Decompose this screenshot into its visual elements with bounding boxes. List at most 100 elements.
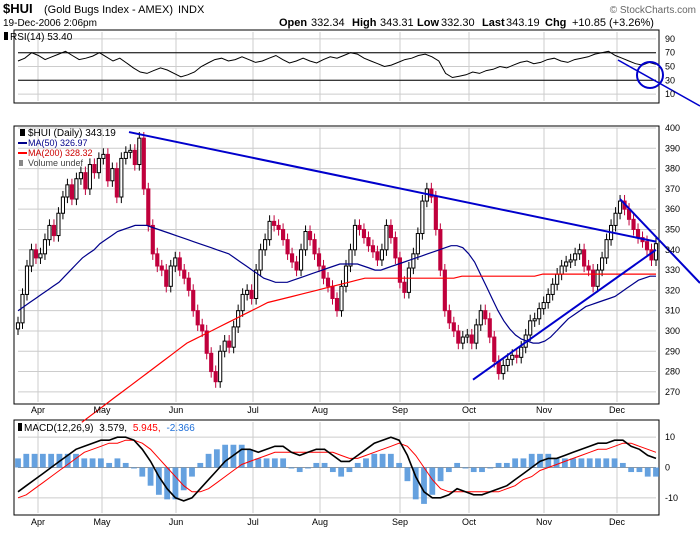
candle xyxy=(487,312,492,344)
candle xyxy=(582,243,587,273)
price-x-tick-jun: Jun xyxy=(169,405,184,415)
macd-histogram-bar xyxy=(363,458,369,468)
candle-body xyxy=(173,257,178,267)
candle-body xyxy=(272,220,277,226)
candle xyxy=(316,247,322,273)
candle xyxy=(245,284,250,301)
candle-body xyxy=(222,340,227,352)
macd-histogram-bar xyxy=(553,458,560,468)
candle-body xyxy=(644,241,650,251)
candle xyxy=(137,132,142,171)
macd-line xyxy=(17,436,657,502)
candle xyxy=(83,166,88,195)
candle-body xyxy=(191,289,196,312)
rsi-legend: RSI(14) 53.40 xyxy=(4,32,73,43)
macd-histogram-bar xyxy=(205,453,212,468)
candle-body xyxy=(119,157,124,198)
candle-body xyxy=(577,249,582,255)
trendline-3 xyxy=(619,198,700,284)
candle-body xyxy=(550,283,555,295)
ma200-line xyxy=(81,273,656,423)
candle-body xyxy=(15,322,21,330)
candle-body xyxy=(532,318,537,322)
macd-histogram-bar xyxy=(462,467,469,469)
candle xyxy=(92,158,97,179)
candle-body xyxy=(487,318,492,338)
candle-body xyxy=(492,336,497,362)
price-y-tick-320: 320 xyxy=(665,285,680,295)
macd-histogram-bar xyxy=(520,458,527,468)
candle xyxy=(281,223,286,246)
macd-histogram-bar xyxy=(147,467,154,486)
candle xyxy=(150,219,155,260)
macd-histogram-bar xyxy=(404,467,411,482)
candle xyxy=(568,253,573,269)
candle-body xyxy=(635,228,641,239)
candle xyxy=(591,263,596,293)
candle xyxy=(550,278,555,301)
candle-body xyxy=(65,184,70,198)
candle-body xyxy=(218,350,223,383)
candle xyxy=(600,251,605,277)
candle xyxy=(78,166,83,185)
candle xyxy=(379,243,385,267)
macd-histogram-bar xyxy=(131,467,137,469)
macd-histogram-bar xyxy=(628,467,635,473)
candle xyxy=(564,255,569,273)
candle-body xyxy=(402,281,407,293)
macd-x-tick-oct: Oct xyxy=(462,517,477,527)
candle-body xyxy=(586,265,591,271)
candle-body xyxy=(555,273,560,285)
candle xyxy=(87,158,92,195)
rsi-legend-swatch xyxy=(4,32,8,40)
candle xyxy=(465,328,470,344)
candle xyxy=(65,178,70,204)
price-y-tick-370: 370 xyxy=(665,184,680,194)
macd-histogram-bar xyxy=(578,458,585,468)
price-x-tick-sep: Sep xyxy=(392,405,408,415)
price-x-tick-nov: Nov xyxy=(536,405,553,415)
candle xyxy=(191,284,196,317)
macd-histogram-bar xyxy=(296,467,303,473)
candle-body xyxy=(123,151,128,159)
macd-histogram-bar xyxy=(288,467,295,469)
macd-histogram-bar xyxy=(48,453,55,468)
macd-histogram-bar xyxy=(73,453,79,468)
candle xyxy=(114,162,119,204)
candle-body xyxy=(263,239,268,251)
price-y-tick-280: 280 xyxy=(665,367,680,377)
candle-body xyxy=(352,224,358,251)
candle xyxy=(334,292,340,317)
macd-histogram-bar xyxy=(545,453,552,468)
macd-histogram-bar xyxy=(97,458,104,468)
candle xyxy=(159,259,164,277)
candle-body xyxy=(591,269,596,287)
candle-body xyxy=(146,188,151,226)
candle-body xyxy=(343,265,349,287)
candle xyxy=(411,247,416,275)
price-y-tick-400: 400 xyxy=(665,123,680,133)
candle-body xyxy=(114,168,119,198)
macd-histogram-bar xyxy=(81,458,88,468)
candle-body xyxy=(96,157,101,174)
candle-body xyxy=(29,249,34,267)
ma50-legend-text: MA(50) 326.97 xyxy=(28,138,88,148)
candle xyxy=(451,316,456,338)
macd-histogram-bar xyxy=(180,467,187,491)
candle-body xyxy=(388,224,393,239)
candle xyxy=(123,146,128,165)
macd-x-tick-may: May xyxy=(93,517,111,527)
candle-body xyxy=(631,218,636,230)
candle-body xyxy=(105,153,110,182)
candle-body xyxy=(361,228,367,239)
macd-histogram-bar xyxy=(64,453,71,468)
candle-body xyxy=(573,253,578,261)
candle-body xyxy=(564,261,569,267)
candle xyxy=(352,219,358,256)
candle-body xyxy=(330,285,335,299)
candle-body xyxy=(303,231,308,251)
candle xyxy=(370,239,376,258)
candle xyxy=(492,330,497,368)
candle xyxy=(222,335,227,358)
